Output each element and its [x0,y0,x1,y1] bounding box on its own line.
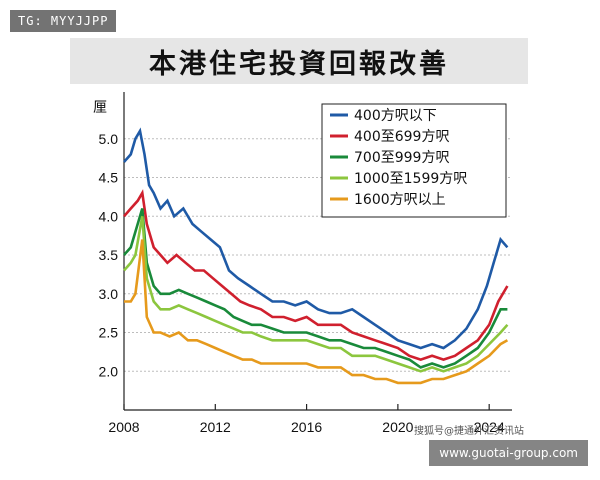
y-tick-label-5.0: 5.0 [99,131,119,147]
legend-box [321,103,507,218]
legend-label-2: 400至699方呎 [354,129,449,145]
x-tick-label-2012: 2012 [200,419,231,435]
x-tick-label-2020: 2020 [382,419,413,435]
series-line-5 [124,239,509,385]
series-line-1 [123,127,509,350]
legend-label-1: 400方呎以下 [354,108,437,124]
title-bar [70,38,528,84]
y-axis-label: 厘 [93,99,107,115]
x-tick-label-2024: 2024 [474,419,505,435]
series-line-2 [123,189,509,361]
series-line-4 [123,216,509,373]
y-tick-label-3.5: 3.5 [99,247,119,263]
watermark-top-left: TG: MYYJJPP [10,10,117,32]
y-tick-label-2.5: 2.5 [99,325,119,341]
series-line-3 [123,208,508,369]
y-tick-label-4.0: 4.0 [99,208,119,224]
source-note: 搜狐号@捷通外汇资讯站 [414,424,524,437]
y-tick-label-4.5: 4.5 [99,170,119,186]
x-tick-label-2016: 2016 [291,419,322,435]
legend-label-3: 700至999方呎 [354,150,449,166]
chart-title: 本港住宅投資回報改善 [149,49,449,80]
legend-label-5: 1600方呎以上 [354,192,446,208]
y-tick-label-2.0: 2.0 [99,363,119,379]
y-tick-label-3.0: 3.0 [99,286,119,302]
legend-label-4: 1000至1599方呎 [354,171,467,187]
x-tick-label-2008: 2008 [108,419,139,435]
watermark-bottom-right[interactable]: www.guotai-group.com [429,440,588,466]
